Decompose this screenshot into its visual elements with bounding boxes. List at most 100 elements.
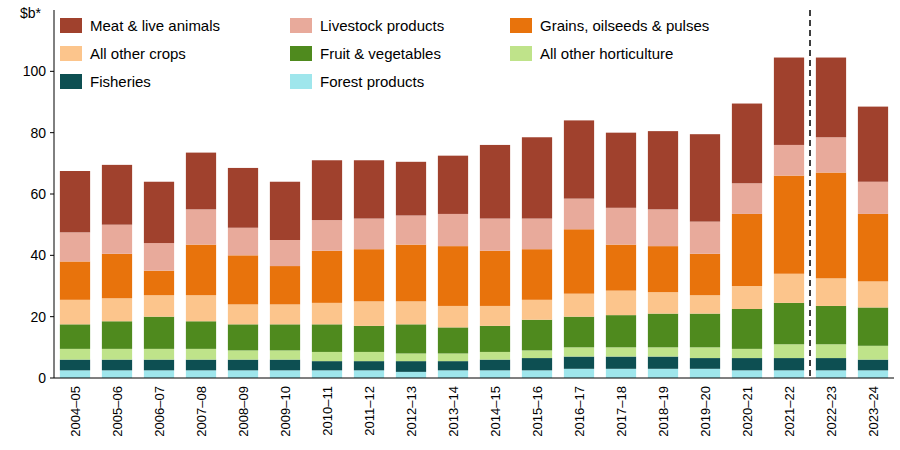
y-tick-label: 80 bbox=[30, 125, 46, 141]
y-tick-label: 60 bbox=[30, 186, 46, 202]
bar-segment bbox=[186, 321, 216, 349]
bar-segment bbox=[648, 131, 678, 209]
bar-segment bbox=[816, 58, 846, 138]
bar-segment bbox=[564, 229, 594, 293]
bar-segment bbox=[522, 370, 552, 378]
bar-segment bbox=[102, 370, 132, 378]
bar-segment bbox=[438, 246, 468, 306]
bar-segment bbox=[480, 219, 510, 251]
legend-label: All other horticulture bbox=[540, 45, 673, 62]
bar-segment bbox=[312, 352, 342, 361]
bar-segment bbox=[228, 168, 258, 228]
bar-segment bbox=[522, 219, 552, 250]
bar-segment bbox=[102, 225, 132, 254]
bar-segment bbox=[480, 360, 510, 371]
bar-segment bbox=[690, 254, 720, 295]
bar-segment bbox=[228, 228, 258, 256]
bar-segment bbox=[522, 300, 552, 320]
y-axis-label: $b* bbox=[20, 5, 42, 21]
bar-segment bbox=[228, 350, 258, 359]
bar-segment bbox=[438, 353, 468, 361]
divider-line bbox=[809, 10, 811, 378]
bar-segment bbox=[102, 349, 132, 360]
bar-segment bbox=[606, 369, 636, 378]
bar-segment bbox=[144, 182, 174, 243]
bar-segment bbox=[480, 370, 510, 378]
bar-segment bbox=[60, 171, 90, 232]
bar-segment bbox=[60, 261, 90, 299]
bar-segment bbox=[60, 349, 90, 360]
bar-segment bbox=[606, 208, 636, 245]
bar-segment bbox=[648, 314, 678, 348]
bar-segment bbox=[648, 246, 678, 292]
bar-segment bbox=[186, 370, 216, 378]
legend-label: Livestock products bbox=[320, 17, 444, 34]
bar-segment bbox=[270, 324, 300, 350]
bar-segment bbox=[312, 251, 342, 303]
bar-segment bbox=[564, 317, 594, 348]
bar-segment bbox=[480, 306, 510, 326]
bar-segment bbox=[774, 358, 804, 370]
bar-segment bbox=[816, 173, 846, 279]
x-tick-label: 2009–10 bbox=[278, 386, 293, 437]
bar-segment bbox=[270, 360, 300, 371]
bar-segment bbox=[480, 145, 510, 219]
bar-segment bbox=[438, 327, 468, 353]
bar-segment bbox=[858, 346, 888, 360]
bar-segment bbox=[606, 357, 636, 369]
y-tick bbox=[50, 194, 54, 195]
bar-segment bbox=[270, 266, 300, 304]
bar-segment bbox=[354, 352, 384, 361]
bar-segment bbox=[648, 209, 678, 246]
x-tick-label: 2022–23 bbox=[824, 386, 839, 437]
bar-segment bbox=[60, 324, 90, 349]
y-tick bbox=[50, 316, 54, 317]
bar-segment bbox=[312, 303, 342, 324]
y-tick-label: 20 bbox=[30, 309, 46, 325]
bar-segment bbox=[144, 370, 174, 378]
bar-segment bbox=[102, 360, 132, 371]
x-tick-label: 2010–11 bbox=[320, 386, 335, 436]
bar-segment bbox=[732, 358, 762, 370]
x-tick-label: 2008–09 bbox=[236, 386, 251, 437]
bar-segment bbox=[102, 165, 132, 225]
legend-swatch bbox=[60, 18, 82, 33]
bar-segment bbox=[270, 182, 300, 240]
bar-segment bbox=[480, 251, 510, 306]
bar-segment bbox=[648, 369, 678, 378]
bar-segment bbox=[396, 353, 426, 361]
bar-segment bbox=[438, 156, 468, 214]
bar-segment bbox=[396, 372, 426, 378]
bar-segment bbox=[564, 347, 594, 356]
bar-segment bbox=[354, 370, 384, 378]
bar-segment bbox=[186, 245, 216, 296]
bar-segment bbox=[60, 300, 90, 325]
bar-segment bbox=[228, 304, 258, 324]
bar-segment bbox=[396, 245, 426, 302]
bar-segment bbox=[732, 104, 762, 184]
x-tick-label: 2018–19 bbox=[656, 386, 671, 437]
bar-segment bbox=[858, 370, 888, 378]
bar-segment bbox=[564, 369, 594, 378]
legend-label: Fisheries bbox=[90, 73, 151, 90]
bar-segment bbox=[816, 370, 846, 378]
bar-segment bbox=[522, 137, 552, 218]
bar-segment bbox=[270, 240, 300, 266]
bar-segment bbox=[816, 278, 846, 306]
bar-segment bbox=[102, 254, 132, 298]
y-tick bbox=[50, 255, 54, 256]
bar-segment bbox=[606, 133, 636, 208]
x-tick-label: 2016–17 bbox=[572, 386, 587, 437]
bar-segment bbox=[606, 291, 636, 316]
bar-segment bbox=[312, 361, 342, 370]
bar-segment bbox=[144, 243, 174, 271]
bar-segment bbox=[102, 321, 132, 349]
bar-segment bbox=[354, 361, 384, 370]
y-tick bbox=[50, 132, 54, 133]
y-tick bbox=[50, 71, 54, 72]
bar-segment bbox=[186, 209, 216, 244]
bar-segment bbox=[144, 295, 174, 316]
chart: 020406080100$b*2004–052005–062006–072007… bbox=[0, 0, 900, 450]
bar-segment bbox=[732, 309, 762, 349]
bar-segment bbox=[816, 358, 846, 370]
